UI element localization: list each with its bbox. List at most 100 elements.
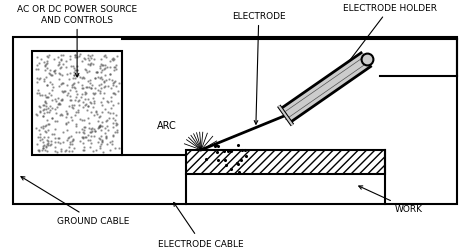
Point: [85, 105, 92, 109]
Point: [78, 84, 85, 88]
Point: [59, 82, 66, 86]
Point: [51, 71, 58, 75]
Point: [101, 107, 109, 111]
Point: [113, 131, 121, 135]
Point: [102, 64, 109, 68]
Point: [113, 129, 121, 133]
Point: [203, 157, 210, 161]
Point: [52, 112, 60, 116]
Point: [70, 77, 77, 81]
Point: [103, 124, 110, 129]
Point: [69, 83, 76, 87]
Point: [102, 134, 110, 138]
Point: [92, 110, 100, 114]
Point: [62, 66, 70, 70]
Point: [33, 126, 40, 130]
Point: [56, 61, 63, 65]
Point: [42, 76, 50, 80]
Point: [41, 101, 49, 105]
Point: [56, 73, 64, 77]
Point: [87, 102, 95, 106]
Point: [112, 122, 120, 126]
Point: [46, 143, 53, 147]
Point: [105, 116, 112, 120]
Point: [102, 127, 109, 131]
Point: [110, 59, 117, 63]
Point: [81, 125, 89, 129]
Point: [233, 161, 241, 165]
Point: [88, 134, 95, 138]
Point: [59, 140, 66, 144]
Point: [70, 81, 77, 85]
Point: [80, 125, 88, 129]
Point: [70, 67, 78, 71]
Point: [97, 62, 104, 66]
Point: [66, 143, 74, 147]
Point: [63, 129, 70, 133]
Point: [85, 122, 93, 126]
Point: [227, 150, 235, 154]
Point: [113, 55, 121, 59]
Point: [87, 127, 95, 131]
Point: [49, 117, 56, 121]
Point: [79, 135, 86, 139]
Point: [40, 61, 47, 65]
Point: [96, 125, 104, 129]
Point: [112, 113, 119, 117]
Point: [90, 102, 97, 106]
Point: [39, 114, 47, 118]
Point: [108, 139, 116, 143]
Point: [86, 138, 93, 142]
Point: [98, 78, 106, 82]
Point: [75, 103, 82, 107]
Point: [66, 55, 74, 59]
Point: [65, 146, 72, 150]
Point: [75, 99, 83, 103]
Point: [55, 71, 63, 75]
Point: [72, 122, 80, 127]
Point: [97, 71, 105, 75]
Point: [74, 99, 81, 103]
Point: [68, 139, 76, 143]
Point: [84, 63, 92, 67]
Point: [87, 62, 94, 67]
Point: [44, 110, 51, 114]
Point: [59, 63, 67, 67]
Point: [35, 148, 43, 152]
Point: [73, 90, 80, 94]
Point: [89, 150, 97, 154]
Point: [75, 131, 83, 135]
Point: [48, 99, 56, 103]
Point: [107, 96, 114, 100]
Point: [43, 84, 51, 88]
Point: [58, 97, 66, 101]
Point: [71, 69, 79, 73]
Point: [113, 68, 120, 72]
Point: [32, 68, 40, 72]
Point: [88, 127, 96, 131]
Point: [55, 136, 63, 140]
Point: [37, 125, 44, 129]
Point: [80, 131, 88, 135]
Point: [50, 86, 57, 90]
Point: [45, 111, 53, 115]
Point: [110, 121, 117, 125]
Point: [88, 54, 96, 58]
Point: [94, 126, 102, 130]
Point: [35, 78, 43, 82]
Point: [69, 86, 76, 90]
Point: [108, 78, 116, 82]
Point: [80, 77, 88, 81]
Point: [57, 54, 64, 58]
Point: [54, 55, 62, 59]
Point: [95, 115, 103, 119]
Point: [89, 91, 97, 96]
Point: [234, 162, 241, 166]
Point: [37, 77, 44, 81]
Point: [61, 89, 69, 93]
Point: [109, 84, 116, 88]
Point: [87, 86, 95, 90]
Point: [101, 85, 109, 89]
Point: [97, 101, 104, 105]
Point: [101, 74, 109, 78]
